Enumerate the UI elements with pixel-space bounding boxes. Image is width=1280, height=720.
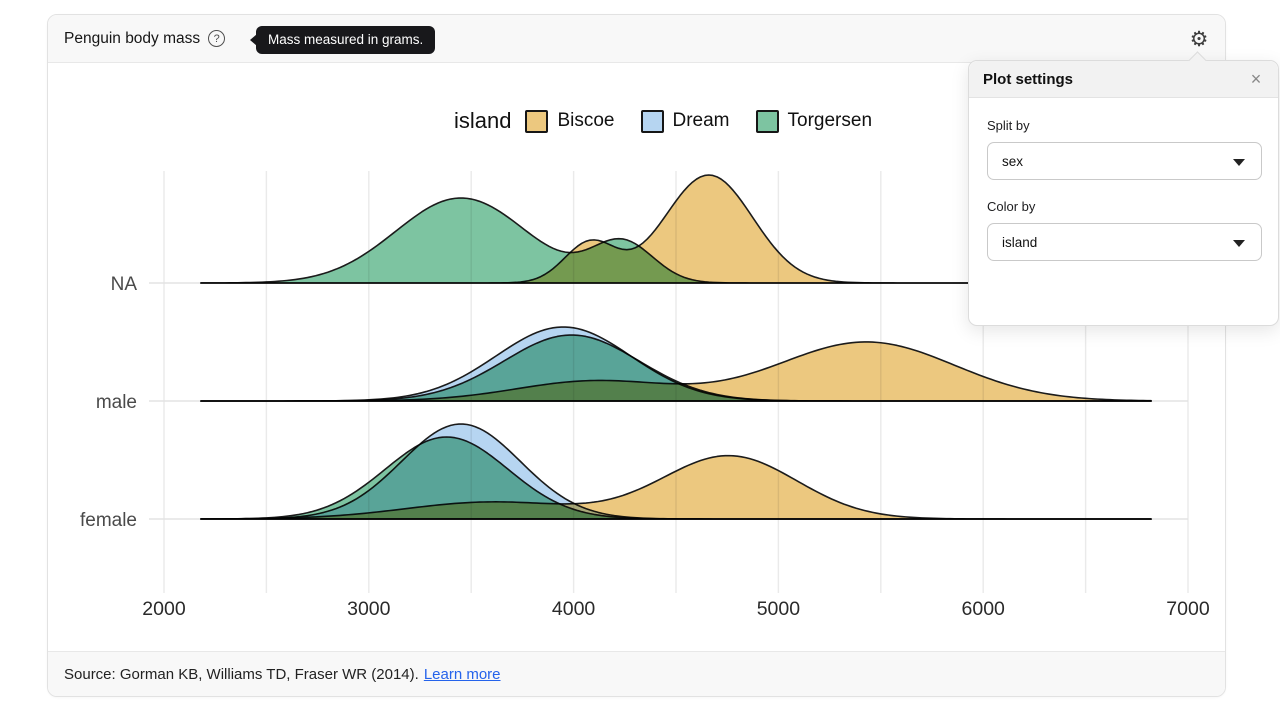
- tooltip-arrow-icon: [250, 34, 257, 46]
- chevron-down-icon: [1233, 240, 1245, 247]
- color-by-value: island: [1002, 234, 1038, 250]
- x-tick-label: 3000: [347, 598, 391, 620]
- source-text: Source: Gorman KB, Williams TD, Fraser W…: [64, 665, 419, 683]
- row-label-female: female: [80, 510, 137, 531]
- x-tick-label: 4000: [552, 598, 596, 620]
- x-tick-label: 7000: [1166, 598, 1210, 620]
- learn-more-link[interactable]: Learn more: [423, 665, 501, 683]
- help-icon[interactable]: ?: [208, 30, 226, 47]
- help-tooltip: Mass measured in grams.: [250, 26, 436, 54]
- card-footer: Source: Gorman KB, Williams TD, Fraser W…: [48, 651, 1225, 696]
- legend-label-Dream: Dream: [672, 110, 730, 131]
- x-tick-label: 6000: [962, 598, 1006, 620]
- split-by-select[interactable]: sex: [987, 142, 1262, 180]
- legend-swatch-Dream: [640, 109, 664, 133]
- close-icon[interactable]: ×: [1245, 68, 1267, 90]
- x-tick-label: 2000: [142, 598, 186, 620]
- plot-area: 2000 3000 4000 5000 6000 7000 NA male female isl…: [48, 63, 1225, 653]
- color-by-label: Color by: [987, 199, 1036, 214]
- density-ridgeline-plot: 2000 3000 4000 5000 6000 7000 NA male female: [80, 171, 1210, 620]
- legend-swatch-Biscoe: [525, 109, 549, 133]
- legend-label-Torgersen: Torgersen: [787, 110, 873, 131]
- row-label-male: male: [96, 392, 137, 413]
- chart-title: Penguin body mass: [64, 29, 201, 47]
- gear-icon[interactable]: ⚙: [1185, 25, 1213, 53]
- popover-body: Split by sex Color by island: [969, 98, 1278, 261]
- popover-header: Plot settings ×: [969, 61, 1278, 98]
- row-label-NA: NA: [111, 274, 138, 295]
- plot-settings-popover: Plot settings × Split by sex Color by is…: [968, 51, 1279, 326]
- help-tooltip-text: Mass measured in grams.: [268, 32, 424, 47]
- card-header: Penguin body mass ? Mass measured in gra…: [48, 15, 1225, 63]
- split-by-label: Split by: [987, 118, 1030, 133]
- x-tick-label: 5000: [757, 598, 801, 620]
- split-by-value: sex: [1002, 153, 1024, 169]
- density-curve-female-Torgersen: [200, 436, 1152, 520]
- legend-swatch-Torgersen: [755, 109, 779, 133]
- legend-label-Biscoe: Biscoe: [557, 110, 615, 131]
- chevron-down-icon: [1233, 159, 1245, 166]
- color-by-select[interactable]: island: [987, 223, 1262, 261]
- popover-title: Plot settings: [983, 70, 1074, 88]
- legend-title: island: [453, 108, 512, 133]
- density-curve-male-Torgersen: [200, 334, 1152, 402]
- legend: island Biscoe Dream Torgersen: [164, 103, 1188, 139]
